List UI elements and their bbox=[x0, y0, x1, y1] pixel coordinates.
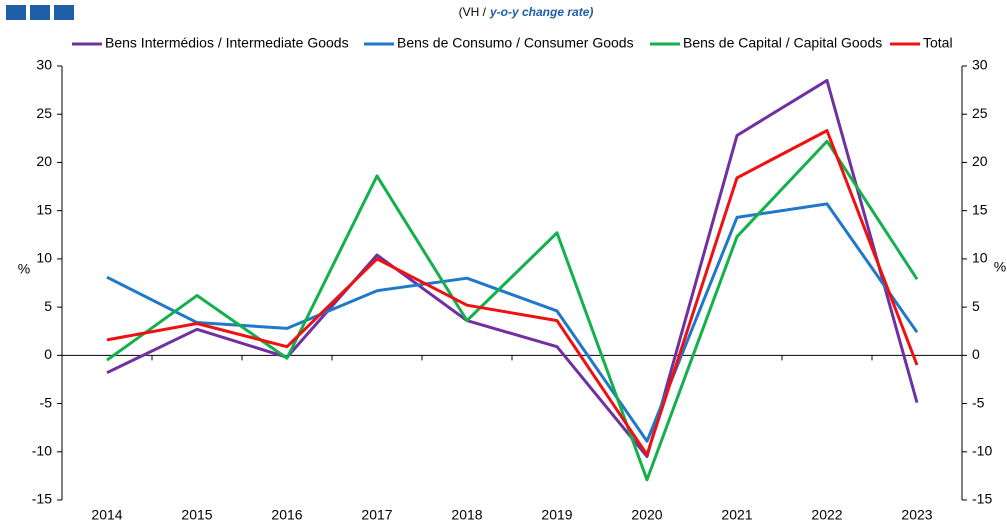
y2-tick-label: -5 bbox=[972, 394, 985, 410]
y2-tick-label: 20 bbox=[972, 153, 988, 169]
x-tick-label: 2023 bbox=[901, 507, 932, 523]
x-tick-label: 2014 bbox=[91, 507, 122, 523]
y2-tick-label: 10 bbox=[972, 250, 988, 266]
logo-block bbox=[30, 5, 50, 20]
y-axis-label: % bbox=[18, 261, 30, 277]
y2-tick-label: 0 bbox=[972, 346, 980, 362]
y-tick-label: 30 bbox=[36, 57, 52, 73]
y-tick-label: -10 bbox=[32, 442, 52, 458]
y2-tick-label: 5 bbox=[972, 298, 980, 314]
legend-label: Bens de Capital / Capital Goods bbox=[683, 35, 882, 51]
y2-tick-label: 25 bbox=[972, 105, 988, 121]
x-tick-label: 2016 bbox=[271, 507, 302, 523]
subtitle-emphasis: y-o-y change rate) bbox=[489, 5, 593, 19]
y-tick-label: -15 bbox=[32, 491, 52, 507]
logo-block bbox=[54, 5, 74, 20]
x-tick-label: 2017 bbox=[361, 507, 392, 523]
series-line bbox=[106, 202, 919, 443]
x-tick-label: 2022 bbox=[811, 507, 842, 523]
y-tick-label: -5 bbox=[40, 394, 53, 410]
x-tick-label: 2019 bbox=[541, 507, 572, 523]
y2-tick-label: -10 bbox=[972, 442, 992, 458]
y-tick-label: 25 bbox=[36, 105, 52, 121]
x-tick-label: 2020 bbox=[631, 507, 662, 523]
y2-axis-label: % bbox=[994, 259, 1006, 275]
y-tick-label: 0 bbox=[44, 346, 52, 362]
y-tick-label: 10 bbox=[36, 250, 52, 266]
series-line bbox=[106, 129, 919, 457]
legend-label: Total bbox=[923, 35, 953, 51]
series-line bbox=[106, 139, 919, 482]
logo-block bbox=[6, 5, 26, 20]
y2-tick-label: 15 bbox=[972, 201, 988, 217]
y2-tick-label: -15 bbox=[972, 491, 992, 507]
subtitle-prefix: (VH / bbox=[459, 5, 487, 19]
y2-tick-label: 30 bbox=[972, 57, 988, 73]
x-tick-label: 2021 bbox=[721, 507, 752, 523]
legend-label: Bens de Consumo / Consumer Goods bbox=[397, 35, 634, 51]
x-tick-label: 2015 bbox=[181, 507, 212, 523]
x-tick-label: 2018 bbox=[451, 507, 482, 523]
y-tick-label: 5 bbox=[44, 298, 52, 314]
series-line bbox=[106, 78, 919, 459]
y-tick-label: 15 bbox=[36, 201, 52, 217]
y-tick-label: 20 bbox=[36, 153, 52, 169]
legend-label: Bens Intermédios / Intermediate Goods bbox=[105, 35, 349, 51]
